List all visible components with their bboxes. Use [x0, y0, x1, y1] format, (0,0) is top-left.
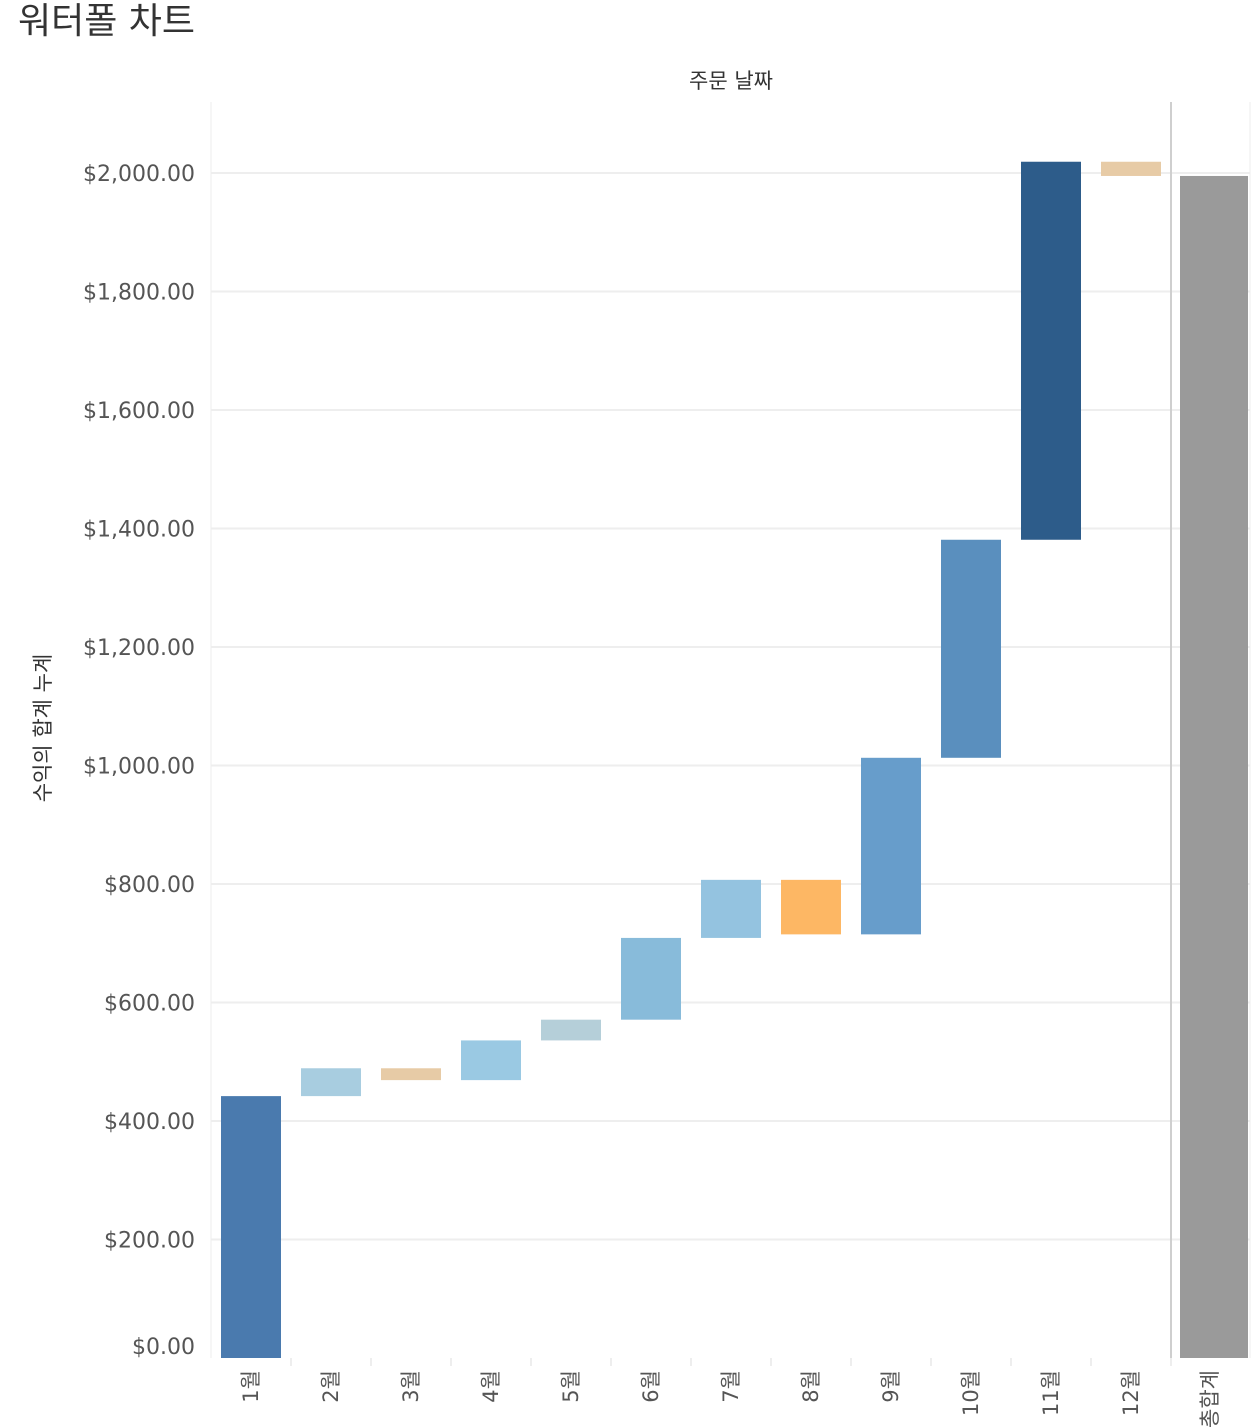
bar-8: [781, 879, 841, 935]
x-tick-label-total: 총합계: [1198, 1370, 1222, 1428]
bar-10: [941, 539, 1001, 758]
bar-12: [1101, 161, 1161, 176]
x-tick-label: 2월: [319, 1370, 343, 1403]
y-tick-label: $800.00: [104, 873, 195, 898]
y-tick-label: $2,000.00: [83, 162, 195, 187]
y-tick-label: $1,000.00: [83, 755, 195, 780]
x-tick-label: 4월: [479, 1370, 503, 1403]
y-axis-title: 수익의 합계 누계: [31, 654, 55, 803]
x-axis-ticks: 1월 2월 3월 4월 5월 6월 7월 8월 9월 10월 11월 12월 총합계: [239, 1358, 1222, 1428]
x-tick-label: 5월: [559, 1370, 583, 1403]
x-tick-label: 9월: [879, 1370, 903, 1403]
plot-frame: [210, 102, 1251, 1358]
bar-total: [1180, 175, 1248, 1358]
bar-5: [541, 1019, 601, 1041]
y-tick-label: $200.00: [104, 1229, 195, 1254]
bar-9: [861, 757, 921, 935]
bar-1: [221, 1096, 281, 1358]
x-tick-label: 7월: [719, 1370, 743, 1403]
x-tick-label: 6월: [639, 1370, 663, 1403]
x-tick-label: 10월: [959, 1370, 983, 1416]
y-tick-label: $600.00: [104, 992, 195, 1017]
bar-7: [701, 879, 761, 938]
bars: [221, 161, 1248, 1358]
bar-3: [381, 1068, 441, 1081]
x-tick-label: 12월: [1119, 1370, 1143, 1416]
y-tick-label: $1,800.00: [83, 281, 195, 306]
y-tick-label: $1,400.00: [83, 518, 195, 543]
x-tick-label: 8월: [799, 1370, 823, 1403]
chart-title: 워터폴 차트: [18, 1, 196, 42]
y-axis-ticks: $0.00 $200.00 $400.00 $600.00 $800.00 $1,000.…: [83, 162, 195, 1360]
x-tick-label: 3월: [399, 1370, 423, 1403]
bar-6: [621, 937, 681, 1020]
bar-4: [461, 1040, 521, 1081]
y-tick-label: $1,200.00: [83, 636, 195, 661]
bar-2: [301, 1068, 361, 1097]
x-tick-label: 11월: [1039, 1370, 1063, 1416]
bar-11: [1021, 161, 1081, 540]
y-tick-label: $0.00: [132, 1335, 195, 1360]
gridlines: [211, 172, 1250, 1241]
x-tick-label: 1월: [239, 1370, 263, 1403]
y-tick-label: $1,600.00: [83, 399, 195, 424]
y-tick-label: $400.00: [104, 1110, 195, 1135]
column-header: 주문 날짜: [689, 69, 773, 93]
